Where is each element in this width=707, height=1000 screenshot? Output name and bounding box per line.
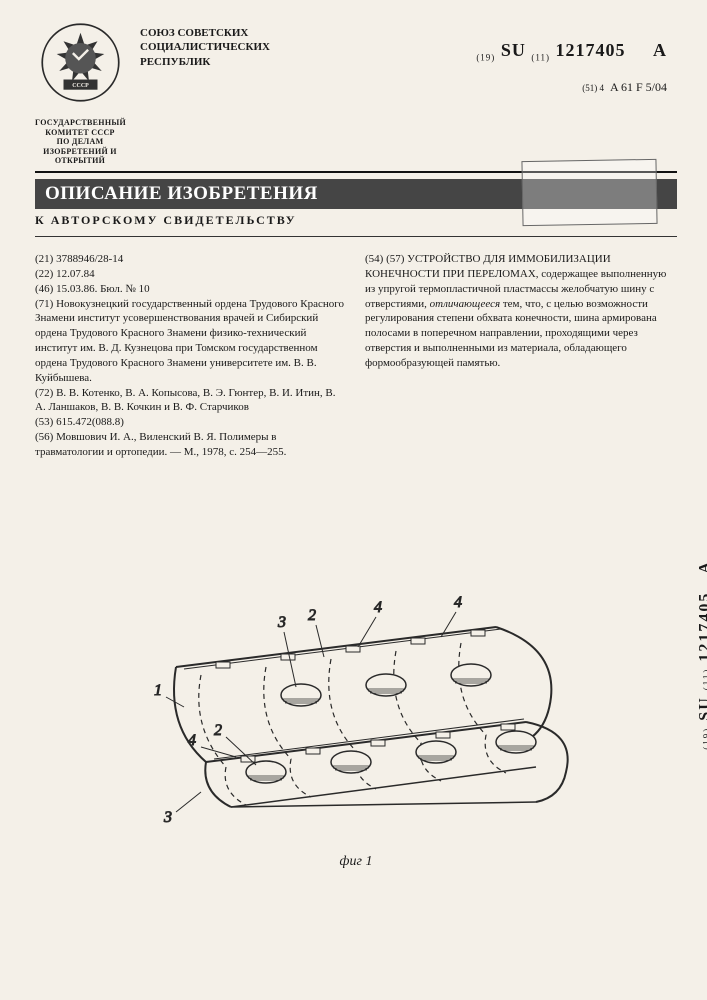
publication-code: (19) SU (11) 1217405 A — [476, 40, 667, 63]
fig-label-3b: 3 — [163, 809, 172, 826]
right-column: (54) (57) УСТРОЙСТВО ДЛЯ ИММОБИЛИЗАЦИИ К… — [365, 252, 677, 552]
field-21: (21) 3788946/28-14 — [35, 252, 347, 267]
field-72: (72) В. В. Котенко, В. А. Копысова, В. Э… — [35, 386, 347, 416]
committee-line2: ПО ДЕЛАМ ИЗОБРЕТЕНИЙ И ОТКРЫТИЙ — [35, 137, 125, 166]
figure-1: 1 3 2 4 4 4 2 3 фиг 1 — [35, 567, 677, 870]
fig-label-2b: 2 — [214, 722, 222, 739]
fig-label-4a: 4 — [374, 599, 382, 616]
union-line1: СОЮЗ СОВЕТСКИХ — [140, 26, 677, 40]
figure-caption: фиг 1 — [35, 854, 677, 870]
fig-label-4c: 4 — [188, 732, 196, 749]
side-publication-code: (19) SU (11) 1217405 A — [697, 560, 707, 750]
committee-line1: ГОСУДАРСТВЕННЫЙ КОМИТЕТ СССР — [35, 118, 125, 137]
left-column: (21) 3788946/28-14 (22) 12.07.84 (46) 15… — [35, 252, 347, 552]
fig-label-4b: 4 — [454, 594, 462, 611]
ussr-emblem: СССР — [38, 20, 123, 105]
field-71: (71) Новокузнецкий государственный орден… — [35, 297, 347, 386]
fig-label-1: 1 — [154, 682, 162, 699]
svg-text:СССР: СССР — [72, 83, 89, 89]
fig-label-2: 2 — [308, 607, 316, 624]
field-53: (53) 615.472(088.8) — [35, 415, 347, 430]
field-22: (22) 12.07.84 — [35, 267, 347, 282]
ipc-code: (51) 4 A 61 F 5/04 — [582, 80, 667, 95]
abstract-italic: отличающееся — [430, 298, 500, 310]
fig-label-3: 3 — [277, 614, 286, 631]
field-56: (56) Мовшович И. А., Виленский В. Я. Пол… — [35, 430, 347, 460]
library-stamp — [521, 159, 657, 226]
field-46: (46) 15.03.86. Бюл. № 10 — [35, 282, 347, 297]
